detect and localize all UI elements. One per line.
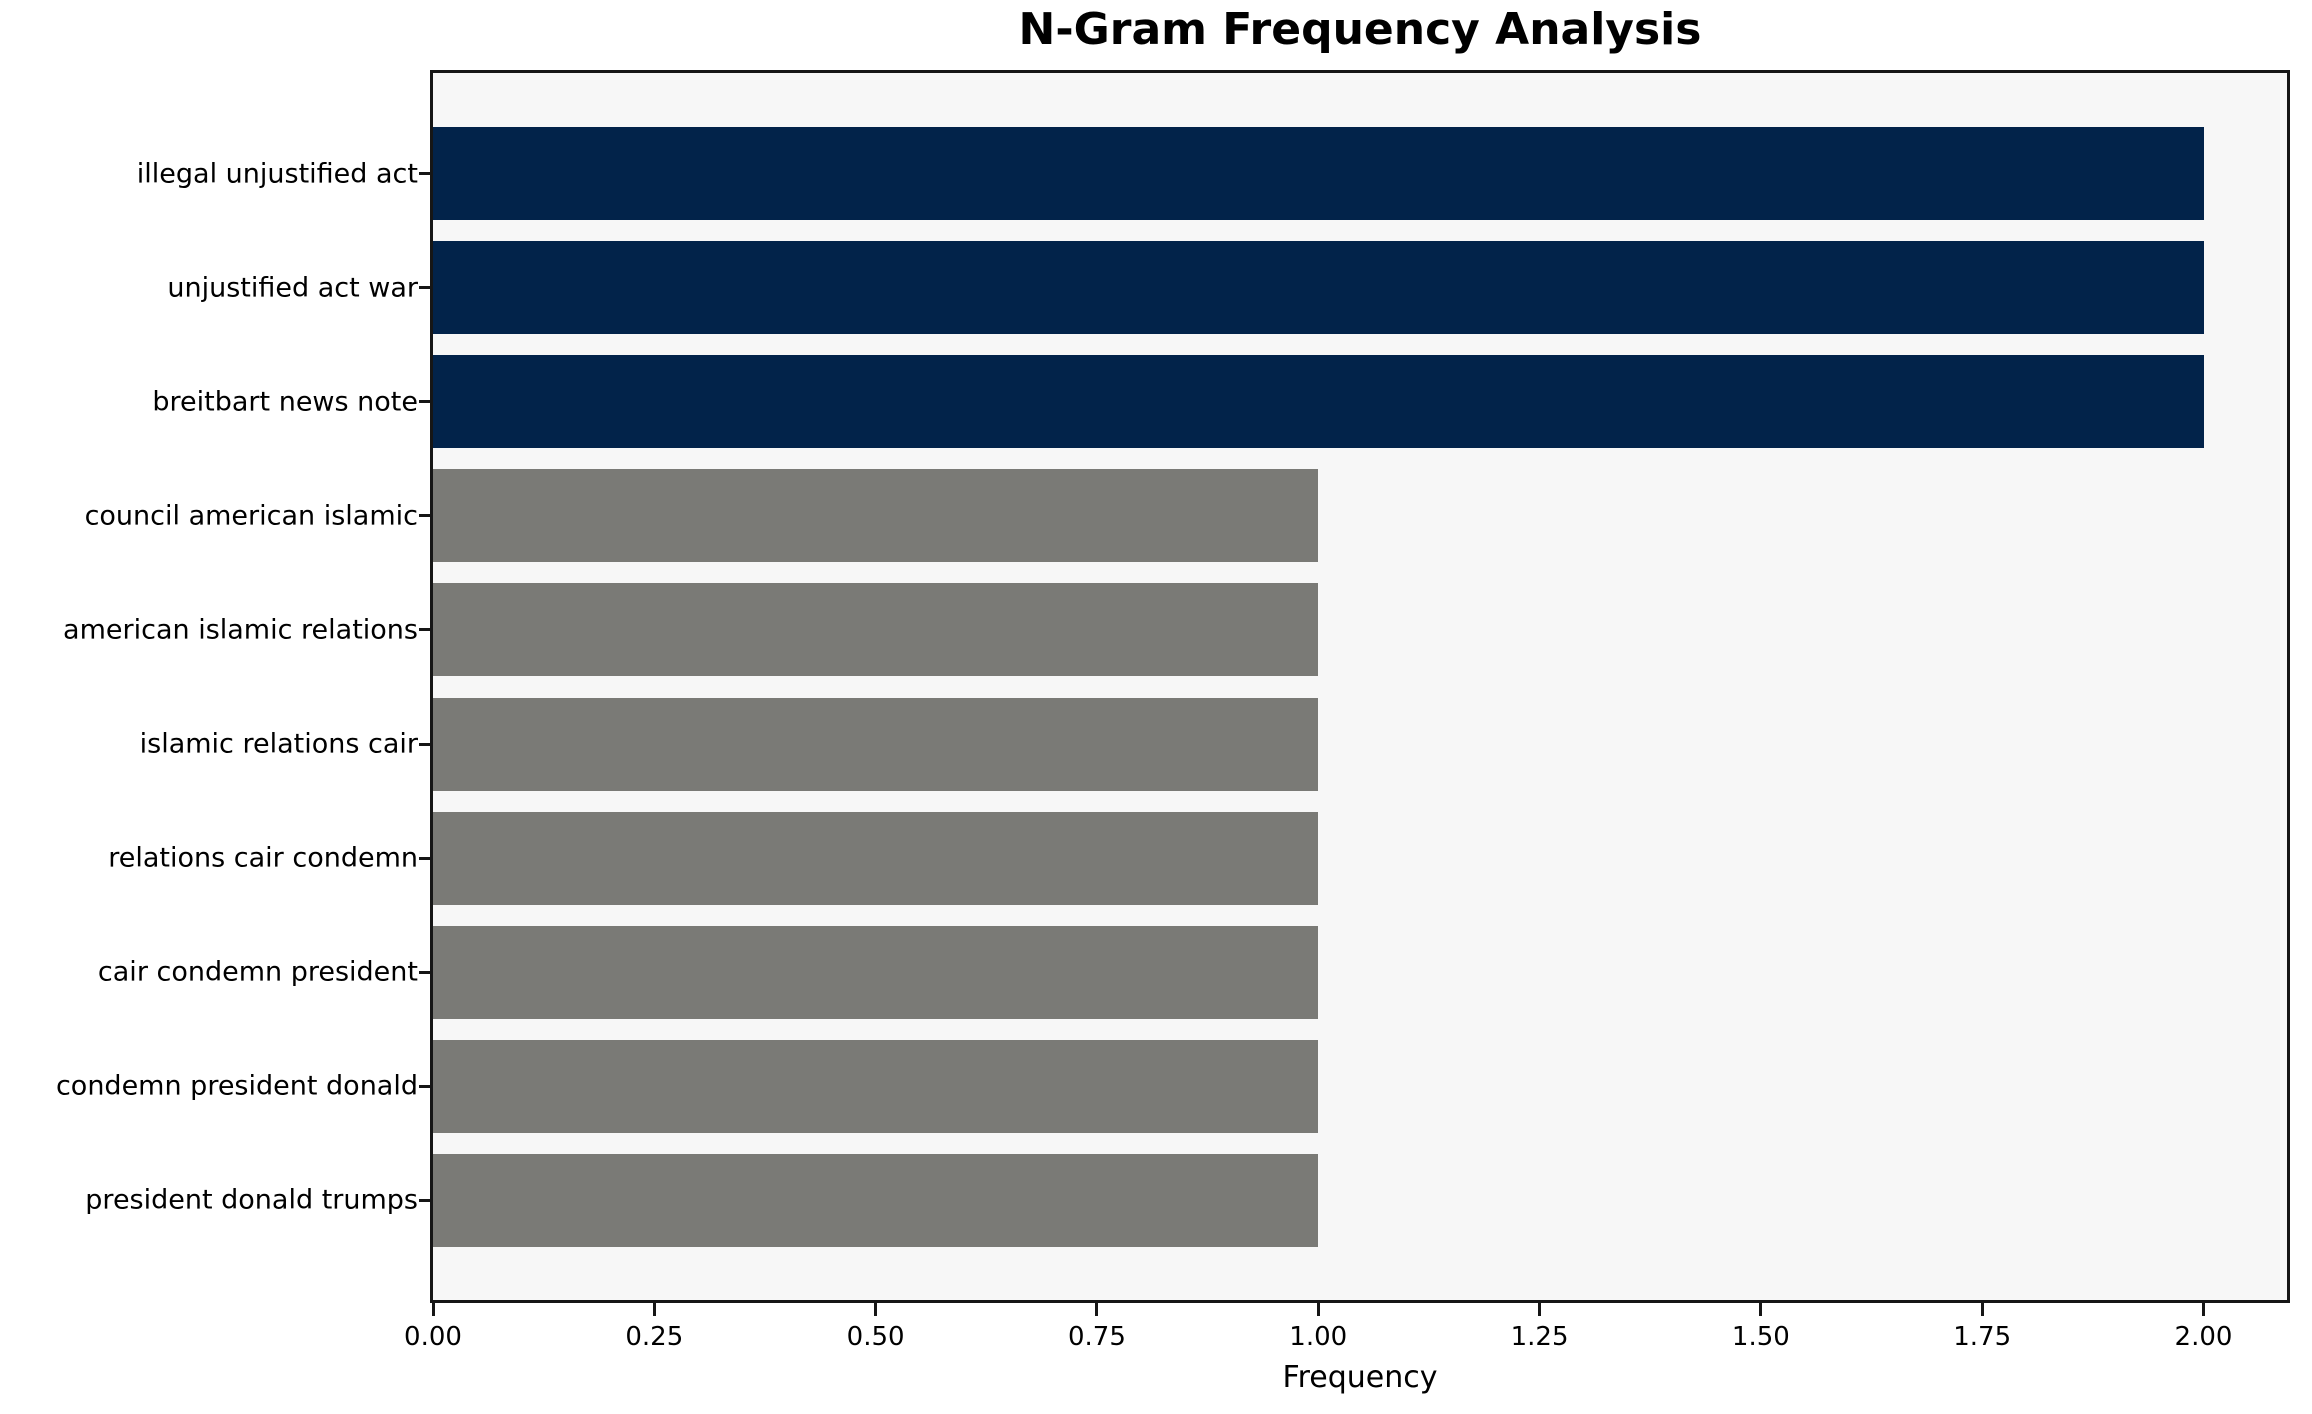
x-tick-label: 1.25 [1510, 1322, 1569, 1352]
y-axis-label: american islamic relations [63, 614, 418, 646]
y-tick-mark [419, 172, 430, 175]
x-tick-label: 0.25 [625, 1322, 684, 1352]
x-tick-mark [1316, 1303, 1320, 1316]
y-tick-mark [419, 400, 430, 404]
x-tick-label: 0.50 [846, 1322, 905, 1352]
bar [433, 925, 1319, 1019]
bar [433, 697, 1319, 791]
y-tick-mark [419, 1198, 430, 1202]
bar [433, 469, 1319, 563]
y-tick-mark [419, 514, 430, 518]
x-tick-mark [874, 1303, 878, 1316]
bar [433, 811, 1319, 905]
y-axis-label: cair condemn president [97, 956, 418, 988]
x-tick-label: 0.00 [404, 1322, 462, 1352]
x-tick-label: 2.00 [2174, 1322, 2233, 1352]
x-tick-label: 1.00 [1289, 1322, 1348, 1352]
x-tick-mark [1980, 1303, 1984, 1316]
y-tick-mark [419, 286, 430, 290]
x-tick-mark [1759, 1303, 1763, 1316]
chart-title: N-Gram Frequency Analysis [1018, 4, 1702, 55]
bar [433, 127, 2204, 220]
plot-area [430, 70, 2290, 1303]
y-axis-label: unjustified act war [167, 272, 418, 304]
y-axis-label: islamic relations cair [139, 728, 418, 760]
bar [433, 583, 1319, 677]
x-tick-mark [2202, 1303, 2205, 1316]
y-axis-label: council american islamic [84, 500, 418, 532]
bar [433, 241, 2204, 335]
y-tick-mark [419, 856, 430, 860]
bar [433, 1153, 1319, 1247]
x-tick-mark [1095, 1303, 1099, 1316]
bar [433, 355, 2204, 449]
y-axis-label: breitbart news note [152, 386, 418, 418]
y-tick-mark [419, 742, 430, 746]
y-axis-label: condemn president donald [55, 1070, 418, 1102]
bar [433, 1039, 1319, 1133]
x-axis-label: Frequency [1282, 1360, 1438, 1395]
y-tick-mark [419, 628, 430, 632]
y-tick-mark [419, 970, 430, 974]
y-axis-label: president donald trumps [85, 1184, 418, 1216]
x-tick-label: 0.75 [1067, 1322, 1126, 1352]
y-axis-label: relations cair condemn [108, 842, 418, 874]
x-tick-mark [431, 1303, 435, 1316]
x-tick-mark [652, 1303, 656, 1316]
y-tick-mark [419, 1084, 430, 1088]
x-tick-label: 1.50 [1731, 1322, 1790, 1352]
x-tick-label: 1.75 [1953, 1322, 2012, 1352]
y-axis-label: illegal unjustified act [136, 158, 418, 189]
x-tick-mark [1538, 1303, 1542, 1316]
